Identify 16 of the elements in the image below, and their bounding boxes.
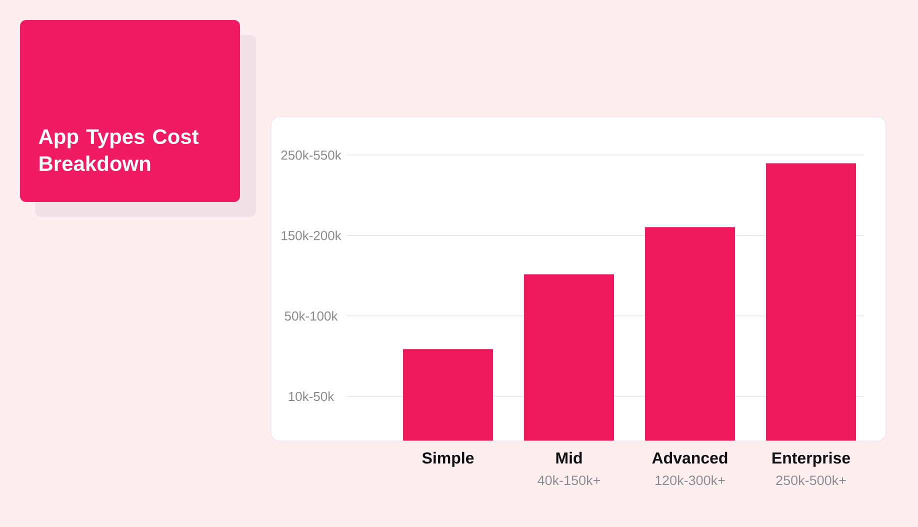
text: 250k-500k+: [776, 475, 846, 486]
bar: [524, 274, 614, 441]
ref-line-label: 50k-100k: [284, 311, 338, 321]
x-tick-label: Advanced: [652, 452, 728, 464]
text: App Types Cost Breakdown: [38, 129, 199, 172]
bar: [645, 227, 736, 441]
x-tick-label: Mid: [556, 452, 582, 464]
ref-line-label: 250k-550k: [281, 150, 342, 160]
bar: [403, 349, 494, 441]
text: 40k-150k+: [538, 475, 600, 486]
ref-line-label: 150k-200k: [282, 230, 342, 240]
x-tick-label: Enterprise: [772, 452, 850, 467]
ref-line-label: 10k-50k: [288, 392, 334, 402]
bar: [766, 163, 856, 441]
text: 120k-300k+: [656, 475, 725, 486]
x-tick-label: Simple: [422, 452, 474, 467]
